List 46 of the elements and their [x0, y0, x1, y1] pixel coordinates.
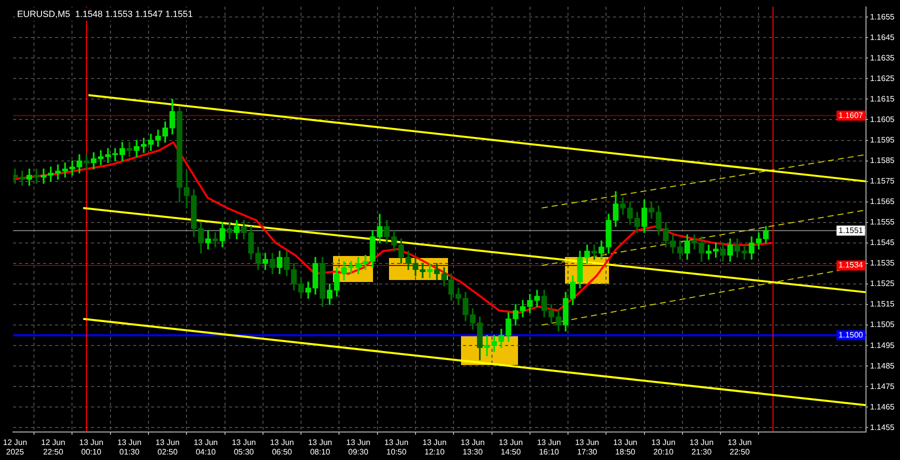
x-tick-label: 13 Jun 18:50: [613, 438, 638, 456]
x-tick-label: 13 Jun 14:50: [498, 438, 523, 456]
x-tick-label: 12 Jun 22:50: [41, 438, 66, 456]
y-tick-label: 1.1545: [870, 238, 896, 248]
x-tick-label: 13 Jun 05:30: [232, 438, 256, 456]
y-tick-label: 1.1605: [870, 114, 896, 124]
x-tick-label: 13 Jun 06:50: [270, 438, 294, 456]
y-tick-label: 1.1595: [870, 135, 896, 144]
y-tick-label: 1.1565: [870, 197, 896, 206]
y-tick-label: 1.1615: [870, 94, 896, 104]
ref-line-label: 1.1607: [838, 110, 864, 120]
y-tick-label: 1.1625: [870, 74, 896, 83]
y-tick-label: 1.1535: [870, 258, 896, 268]
y-tick-label: 1.1655: [870, 12, 896, 22]
y-tick-label: 1.1585: [870, 156, 896, 165]
y-tick-label: 1.1645: [870, 32, 896, 42]
y-tick-label: 1.1475: [870, 382, 896, 391]
y-tick-label: 1.1495: [870, 340, 896, 350]
y-tick-label: 1.1575: [870, 176, 896, 186]
x-tick-label: 13 Jun 02:50: [156, 438, 180, 456]
y-tick-label: 1.1505: [870, 320, 896, 330]
x-tick-label: 13 Jun 17:30: [575, 438, 600, 456]
x-tick-label: 13 Jun 21:30: [690, 438, 714, 456]
y-tick-label: 1.1515: [870, 300, 896, 309]
x-tick-label: 13 Jun 12:10: [422, 438, 447, 456]
ref-line-label: 1.1500: [838, 330, 864, 340]
x-tick-label: 13 Jun 13:30: [460, 438, 485, 456]
y-tick-label: 1.1465: [870, 402, 896, 412]
y-tick-label: 1.1455: [870, 422, 896, 432]
x-tick-label: 13 Jun 16:10: [536, 438, 561, 456]
y-tick-label: 1.1635: [870, 53, 896, 62]
ref-line-label: 1.1551: [838, 226, 864, 235]
x-tick-label: 13 Jun 09:30: [346, 438, 370, 456]
x-tick-label: 12 Jun 2025: [2, 438, 28, 456]
y-tick-label: 1.1485: [870, 361, 896, 370]
x-tick-label: 13 Jun 04:10: [194, 438, 218, 456]
x-tick-label: 13 Jun 20:10: [651, 438, 676, 456]
y-tick-label: 1.1555: [870, 218, 896, 227]
ref-line-label: 1.1534: [838, 260, 864, 270]
x-tick-label: 13 Jun 22:50: [728, 438, 752, 456]
y-tick-label: 1.1525: [870, 279, 896, 288]
x-tick-label: 13 Jun 01:30: [117, 438, 142, 456]
x-tick-label: 13 Jun 00:10: [79, 438, 104, 456]
x-tick-label: 13 Jun 08:10: [308, 438, 332, 456]
chart-title: EURUSD,M5 1.1548 1.1553 1.1547 1.1551: [17, 8, 193, 19]
x-tick-label: 13 Jun 10:50: [384, 438, 408, 456]
